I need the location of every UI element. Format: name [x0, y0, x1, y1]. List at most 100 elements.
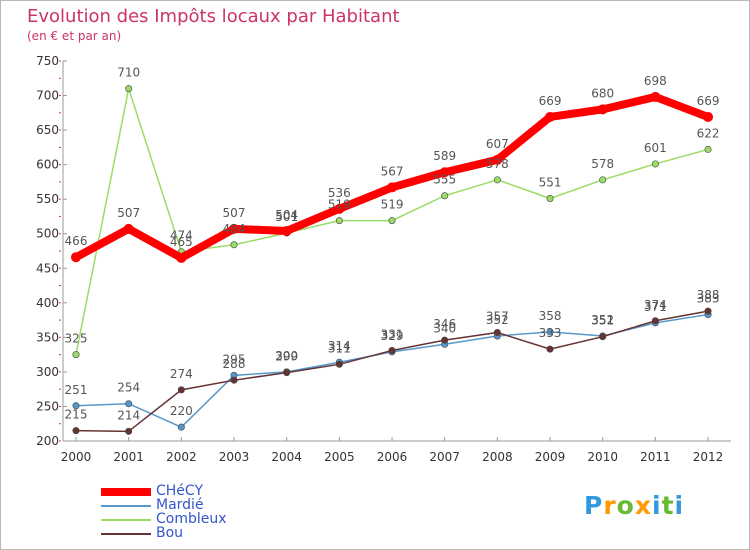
data-point: [335, 360, 343, 368]
data-point: [651, 160, 659, 168]
logo-letter: P: [584, 491, 604, 520]
logo-letter: i: [674, 491, 685, 520]
data-label: 519: [381, 198, 404, 212]
data-point: [281, 225, 292, 236]
legend-label: Combleux: [156, 511, 227, 527]
y-tick-label: 700: [36, 89, 59, 103]
y-tick-label: 300: [36, 365, 59, 379]
data-label: 299: [275, 350, 298, 364]
data-point: [123, 223, 134, 234]
data-point: [72, 427, 80, 435]
y-tick-label: 600: [36, 158, 59, 172]
data-point: [283, 369, 291, 377]
chart-data-labels: 466 507 465 507 504 536 567 589 607 669 680 698 669 2…: [65, 66, 720, 423]
proxiti-logo: Proxiti: [584, 491, 684, 520]
legend-label: Bou: [156, 525, 184, 541]
data-label: 388: [697, 288, 720, 302]
chart-axes: 200 250 300 350 400 450 500 550 600 650 700 750 2000…: [36, 54, 731, 464]
data-label: 536: [328, 186, 351, 200]
data-label: 325: [65, 332, 88, 346]
y-tick-label: 750: [36, 54, 59, 68]
data-label: 669: [539, 94, 562, 108]
data-label: 622: [697, 126, 720, 140]
data-label: 567: [381, 164, 404, 178]
data-point: [546, 345, 554, 353]
chart-subtitle: (en € et par an): [27, 29, 122, 43]
data-point: [546, 328, 554, 336]
data-label: 465: [170, 235, 193, 249]
y-tick-label: 500: [36, 227, 59, 241]
legend-label: Mardié: [156, 497, 204, 513]
logo-letter: r: [603, 491, 617, 520]
data-point: [125, 85, 133, 93]
data-point: [439, 167, 450, 178]
data-label: 680: [591, 86, 614, 100]
data-label: 501: [275, 210, 298, 224]
data-label: 340: [433, 321, 456, 335]
data-label: 311: [328, 341, 351, 355]
data-label: 371: [644, 300, 667, 314]
data-point: [703, 111, 714, 122]
logo-letter: t: [661, 491, 675, 520]
data-label: 507: [117, 206, 140, 220]
data-label: 352: [486, 313, 509, 327]
data-point: [72, 351, 80, 359]
data-point: [71, 252, 81, 263]
data-label: 274: [170, 367, 193, 381]
data-point: [334, 203, 345, 214]
data-point: [177, 423, 185, 431]
data-label: 374: [644, 298, 667, 312]
data-label: 466: [65, 234, 88, 248]
x-tick-label: 2008: [482, 450, 513, 464]
data-label: 551: [539, 175, 562, 189]
data-point: [72, 402, 80, 410]
x-tick-label: 2005: [324, 450, 355, 464]
data-label: 331: [381, 327, 404, 341]
data-point: [125, 427, 133, 435]
x-tick-label: 2001: [113, 450, 144, 464]
y-tick-label: 200: [36, 434, 59, 448]
legend-swatch: [101, 488, 151, 496]
data-label: 669: [697, 94, 720, 108]
data-point: [704, 145, 712, 153]
data-label: 295: [223, 352, 246, 366]
data-point: [546, 194, 554, 202]
data-point: [493, 176, 501, 184]
data-point: [651, 317, 659, 325]
data-label: 358: [539, 309, 562, 323]
data-point: [176, 252, 187, 263]
data-point: [387, 182, 398, 193]
logo-letter: i: [652, 491, 662, 520]
data-label: 214: [117, 408, 140, 422]
logo-letter: o: [616, 491, 635, 520]
data-point: [388, 346, 396, 354]
data-label: 288: [223, 357, 246, 371]
data-point: [493, 329, 501, 337]
data-point: [545, 111, 556, 122]
x-tick-label: 2004: [271, 450, 302, 464]
chart-series: [71, 85, 714, 435]
data-point: [599, 333, 607, 341]
data-label: 215: [65, 408, 88, 422]
data-label: 346: [433, 317, 456, 331]
data-label: 220: [170, 404, 193, 418]
y-tick-label: 550: [36, 192, 59, 206]
data-label: 357: [486, 310, 509, 324]
data-label: 352: [591, 313, 614, 327]
data-point: [177, 386, 185, 394]
data-label: 351: [591, 314, 614, 328]
x-tick-label: 2011: [640, 450, 671, 464]
line-chart: 200 250 300 350 400 450 500 550 600 650 700 750 2000…: [36, 54, 731, 464]
data-point: [599, 176, 607, 184]
data-label: 519: [328, 198, 351, 212]
data-label: 484: [223, 222, 246, 236]
legend-swatch: [101, 505, 151, 507]
data-label: 601: [644, 141, 667, 155]
logo-letter: x: [634, 491, 652, 520]
data-label: 589: [433, 149, 456, 163]
data-label: 607: [486, 137, 509, 151]
data-point: [704, 307, 712, 315]
data-label: 507: [223, 206, 246, 220]
legend-swatch: [101, 519, 151, 521]
